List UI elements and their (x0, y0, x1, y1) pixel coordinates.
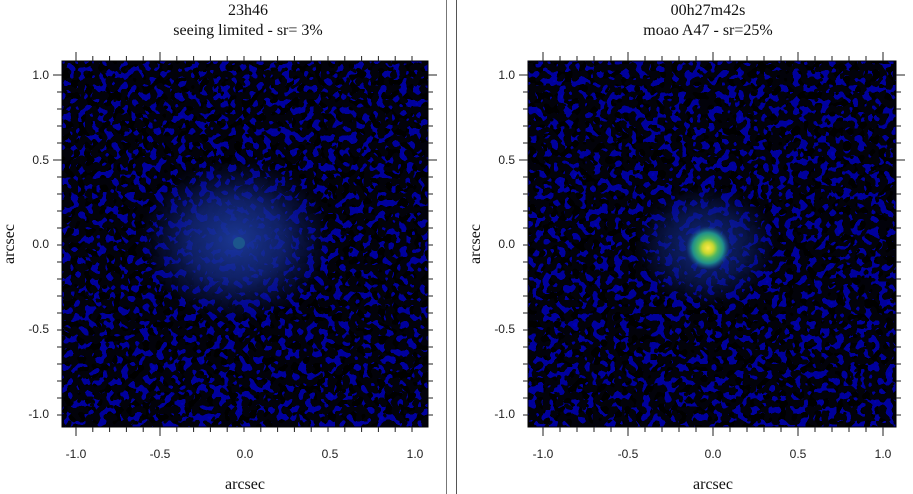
ytick-label: 0.5 (32, 153, 49, 167)
ytick-label: 0.0 (498, 237, 515, 251)
tick-marks (519, 52, 905, 436)
panel-divider (452, 0, 458, 494)
psf-plot-2: -1.0 -0.5 0.0 0.5 1.0 1.0 0.5 0.0 -0.5 -… (467, 52, 905, 493)
x-axis-label: arcsec (225, 476, 265, 493)
panel-moao: 00h27m42s moao A47 - sr=25% (458, 0, 913, 494)
xtick-label: -1.0 (66, 447, 87, 461)
xtick-label: 0.5 (322, 447, 339, 461)
y-axis-label: arcsec (1, 224, 18, 264)
ytick-label: -1.0 (494, 407, 515, 421)
xtick-label: 0.0 (237, 447, 254, 461)
psf-core (686, 226, 730, 270)
panel-title: 23h46 (228, 2, 268, 19)
panel-subtitle: moao A47 - sr=25% (643, 22, 773, 39)
ytick-label: -0.5 (494, 322, 515, 336)
ytick-label: 0.5 (498, 153, 515, 167)
xtick-label: -0.5 (150, 447, 171, 461)
xtick-label: 1.0 (875, 447, 892, 461)
xtick-label: 0.5 (790, 447, 807, 461)
xtick-label: -0.5 (618, 447, 639, 461)
panel-seeing-limited: 23h46 seeing limited - sr= 3% (0, 0, 452, 494)
panel-subtitle: seeing limited - sr= 3% (173, 22, 323, 39)
plot-frame (61, 60, 429, 428)
xtick-label: 1.0 (407, 447, 424, 461)
ytick-label: 1.0 (32, 68, 49, 82)
panel-border-right (446, 0, 447, 494)
xtick-label: 0.0 (705, 447, 722, 461)
panel-title: 00h27m42s (670, 2, 746, 19)
panel-divider-line (456, 0, 457, 494)
plot-frame (527, 60, 897, 428)
ytick-label: 0.0 (32, 237, 49, 251)
y-axis-label: arcsec (467, 224, 484, 264)
tick-marks (53, 52, 437, 436)
psf-plot-1: -1.0 -0.5 0.0 0.5 1.0 1.0 0.5 0.0 -0.5 -… (1, 52, 437, 493)
x-axis-label: arcsec (693, 476, 733, 493)
xtick-label: -1.0 (533, 447, 554, 461)
psf-core (233, 237, 245, 249)
ytick-label: 1.0 (498, 68, 515, 82)
ytick-label: -1.0 (28, 407, 49, 421)
ytick-label: -0.5 (28, 322, 49, 336)
